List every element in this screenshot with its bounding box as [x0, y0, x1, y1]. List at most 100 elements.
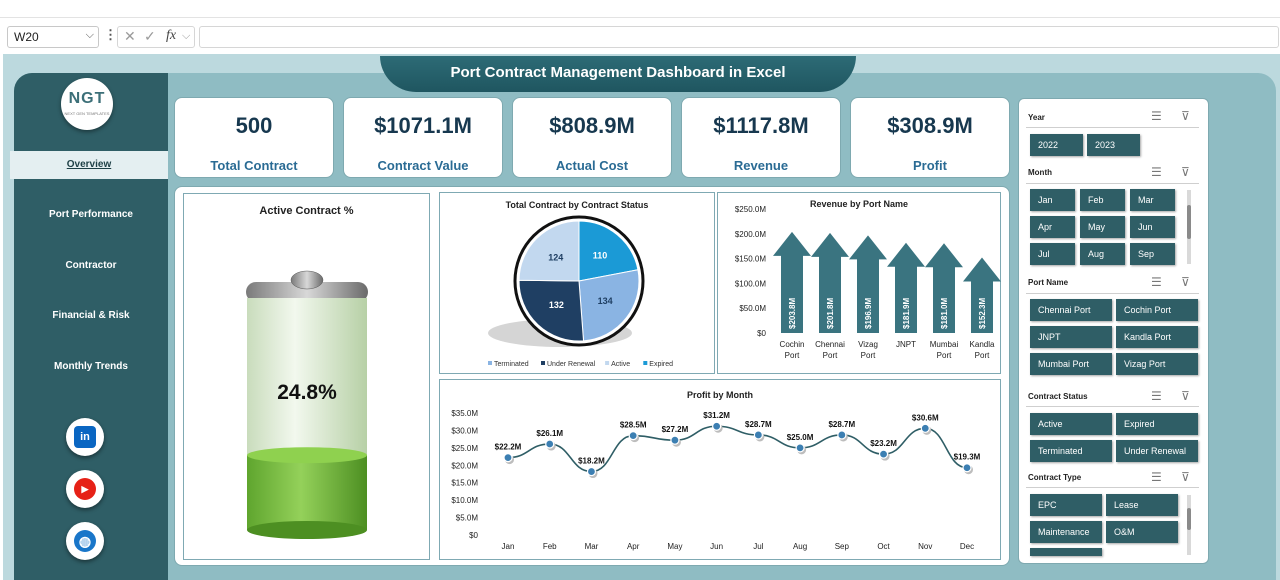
kpi-label: Total Contract: [210, 158, 298, 173]
x-tick-label: Port: [937, 351, 952, 360]
slicer-type-om[interactable]: O&M: [1106, 521, 1178, 543]
revenue-bar: [773, 231, 811, 333]
more-options-icon[interactable]: ⋮: [104, 27, 117, 42]
profit-point: [503, 453, 513, 463]
x-tick-label: Dec: [960, 542, 974, 551]
website-button[interactable]: ◍: [66, 522, 104, 560]
nav-contractor[interactable]: Contractor: [65, 260, 117, 271]
name-box[interactable]: W20 ⌵: [7, 26, 99, 48]
pie-slice-expired: [578, 220, 639, 282]
profit-by-month-chart[interactable]: Profit by Month $0 $5.0M $10.0M $15.0M $20.0…: [439, 379, 1001, 560]
bar-data-label: $196.9M: [864, 298, 873, 329]
slicer-type-more[interactable]: [1030, 548, 1102, 556]
slicer-month-jun[interactable]: Jun: [1130, 216, 1175, 238]
legend-label: Under Renewal: [547, 361, 596, 368]
slicer-port-vizag[interactable]: Vizag Port: [1116, 353, 1198, 375]
point-data-label: $28.7M: [745, 420, 772, 429]
slicer-port-jnpt[interactable]: JNPT: [1030, 326, 1112, 348]
slicer-type-maintenance[interactable]: Maintenance: [1030, 521, 1102, 543]
nav-port-performance[interactable]: Port Performance: [49, 209, 133, 220]
chevron-down-icon[interactable]: ⌵: [182, 30, 191, 42]
multi-select-icon[interactable]: ☰: [1151, 389, 1162, 403]
slicer-status-terminated[interactable]: Terminated: [1030, 440, 1112, 462]
point-data-label: $28.7M: [828, 420, 855, 429]
chart-title: Total Contract by Contract Status: [505, 200, 649, 210]
slicer-year-2022[interactable]: 2022: [1030, 134, 1083, 156]
cancel-icon[interactable]: ✕: [124, 28, 136, 44]
legend-label: Active: [611, 361, 630, 368]
slicer-status-title: Contract Status: [1028, 392, 1088, 401]
multi-select-icon[interactable]: ☰: [1151, 470, 1162, 484]
clear-filter-icon[interactable]: ⊽: [1181, 165, 1190, 179]
y-tick-label: $50.0M: [739, 304, 766, 313]
chevron-down-icon[interactable]: ⌵: [85, 29, 94, 41]
slicer-type-lease[interactable]: Lease: [1106, 494, 1178, 516]
slicer-month-feb[interactable]: Feb: [1080, 189, 1125, 211]
confirm-icon[interactable]: ✓: [144, 28, 156, 44]
kpi-revenue: $1117.8M Revenue: [681, 97, 841, 178]
slicer-month-jul[interactable]: Jul: [1030, 243, 1075, 265]
profit-point: [545, 439, 555, 449]
linkedin-button[interactable]: in: [66, 418, 104, 456]
x-tick-label: Oct: [877, 542, 890, 551]
slicer-port-title: Port Name: [1028, 278, 1069, 287]
slicer-divider: [1026, 183, 1199, 184]
slicer-month-mar[interactable]: Mar: [1130, 189, 1175, 211]
slicer-port-chennai[interactable]: Chennai Port: [1030, 299, 1112, 321]
slicer-month-may[interactable]: May: [1080, 216, 1125, 238]
slicer-port-kandla[interactable]: Kandla Port: [1116, 326, 1198, 348]
x-tick-label: Cochin: [780, 340, 805, 349]
slicer-month-jan[interactable]: Jan: [1030, 189, 1075, 211]
slicer-status-active[interactable]: Active: [1030, 413, 1112, 435]
revenue-bar: [887, 242, 925, 333]
slicer-port-cochin[interactable]: Cochin Port: [1116, 299, 1198, 321]
dashboard-title: Port Contract Management Dashboard in Ex…: [380, 56, 856, 92]
multi-select-icon[interactable]: ☰: [1151, 275, 1162, 289]
clear-filter-icon[interactable]: ⊽: [1181, 389, 1190, 403]
legend-swatch: [488, 361, 492, 365]
slicer-divider: [1026, 487, 1199, 488]
profit-point: [837, 430, 847, 440]
profit-point: [795, 443, 805, 453]
nav-financial-risk[interactable]: Financial & Risk: [52, 310, 130, 321]
contract-status-chart[interactable]: Total Contract by Contract Status 110 134…: [439, 192, 715, 374]
battery-terminal: [290, 270, 324, 290]
clear-filter-icon[interactable]: ⊽: [1181, 275, 1190, 289]
slicer-port-mumbai[interactable]: Mumbai Port: [1030, 353, 1112, 375]
slicer-month-aug[interactable]: Aug: [1080, 243, 1125, 265]
nav-monthly-trends[interactable]: Monthly Trends: [54, 361, 128, 372]
clear-filter-icon[interactable]: ⊽: [1181, 470, 1190, 484]
revenue-bar: [963, 257, 1001, 333]
slicer-status-under-renewal[interactable]: Under Renewal: [1116, 440, 1198, 462]
kpi-value: $1071.1M: [374, 113, 472, 138]
slicer-divider: [1026, 406, 1199, 407]
multi-select-icon[interactable]: ☰: [1151, 109, 1162, 123]
x-tick-label: Port: [823, 351, 838, 360]
name-box-value: W20: [14, 30, 39, 44]
multi-select-icon[interactable]: ☰: [1151, 165, 1162, 179]
revenue-by-port-chart[interactable]: Revenue by Port Name $0 $50.0M $100.0M $150…: [717, 192, 1001, 374]
slicer-year-2023[interactable]: 2023: [1087, 134, 1140, 156]
active-contract-chart[interactable]: Active Contract % 24.8%: [183, 193, 430, 560]
slicer-month-apr[interactable]: Apr: [1030, 216, 1075, 238]
kpi-profit: $308.9M Profit: [850, 97, 1010, 178]
youtube-icon: ▶: [74, 478, 96, 500]
x-tick-label: Mar: [585, 542, 599, 551]
clear-filter-icon[interactable]: ⊽: [1181, 109, 1190, 123]
profit-point: [586, 466, 597, 477]
type-scroll-thumb[interactable]: [1187, 508, 1191, 530]
y-tick-label: $150.0M: [735, 255, 766, 264]
point-data-label: $19.3M: [954, 453, 981, 462]
formula-input[interactable]: [199, 26, 1279, 48]
function-icon[interactable]: fx: [166, 28, 177, 43]
slicer-month-sep[interactable]: Sep: [1130, 243, 1175, 265]
month-scroll-thumb[interactable]: [1187, 205, 1191, 239]
profit-point: [920, 423, 930, 433]
line-chart: $0 $5.0M $10.0M $15.0M $20.0M $25.0M $30.0M $35…: [451, 409, 981, 551]
pie-slice-terminated: [578, 269, 640, 342]
slicer-status-expired[interactable]: Expired: [1116, 413, 1198, 435]
youtube-button[interactable]: ▶: [66, 470, 104, 508]
slicer-type-epc[interactable]: EPC: [1030, 494, 1102, 516]
slicer-divider: [1026, 293, 1199, 294]
nav-overview[interactable]: Overview: [10, 151, 168, 179]
